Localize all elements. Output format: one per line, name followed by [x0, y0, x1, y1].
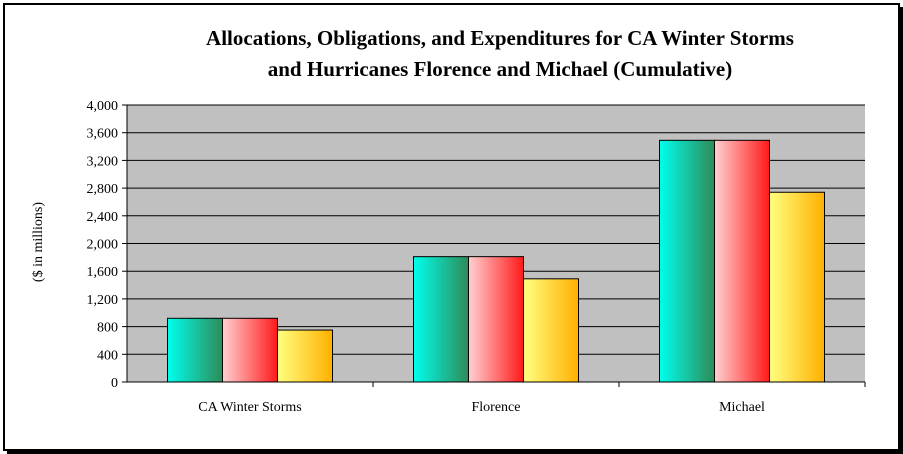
y-tick-label: 1,200: [87, 293, 119, 308]
bars: [167, 139, 825, 383]
bar-series2-florence: [468, 256, 524, 383]
bar-series1-florence: [413, 256, 469, 383]
x-category-label: Florence: [472, 400, 521, 415]
y-tick-label: 0: [111, 376, 118, 391]
y-tick-label: 3,600: [87, 127, 119, 142]
bar-series3-florence: [523, 278, 579, 383]
y-tick-label: 400: [97, 348, 118, 363]
chart-title-line-2: and Hurricanes Florence and Michael (Cum…: [268, 57, 733, 81]
y-tick-label: 3,200: [87, 154, 119, 169]
x-category-label: CA Winter Storms: [198, 400, 301, 415]
y-tick-label: 2,800: [87, 182, 119, 197]
y-tick-label: 4,000: [87, 99, 119, 114]
y-tick-label: 2,000: [87, 238, 119, 253]
bar-series1-ca-winter-storms: [167, 317, 223, 383]
x-category-labels: CA Winter Storms Florence Michael: [198, 400, 765, 415]
y-tick-labels: 0 400 800 1,200 1,600 2,000 2,400 2,800 3,200 3,6…: [87, 99, 119, 391]
bar-series3-michael: [769, 191, 825, 383]
bar-series3-ca-winter-storms: [277, 329, 333, 383]
axes: [122, 104, 866, 387]
y-tick-label: 800: [97, 321, 118, 336]
bar-series1-michael: [659, 139, 715, 383]
y-tick-label: 2,400: [87, 210, 119, 225]
y-axis-label: ($ in millions): [31, 202, 46, 282]
chart-title-line-1: Allocations, Obligations, and Expenditur…: [206, 26, 794, 50]
bar-series2-michael: [714, 139, 770, 383]
x-category-label: Michael: [719, 400, 765, 415]
y-tick-label: 1,600: [87, 265, 119, 280]
bar-series2-ca-winter-storms: [222, 317, 278, 383]
